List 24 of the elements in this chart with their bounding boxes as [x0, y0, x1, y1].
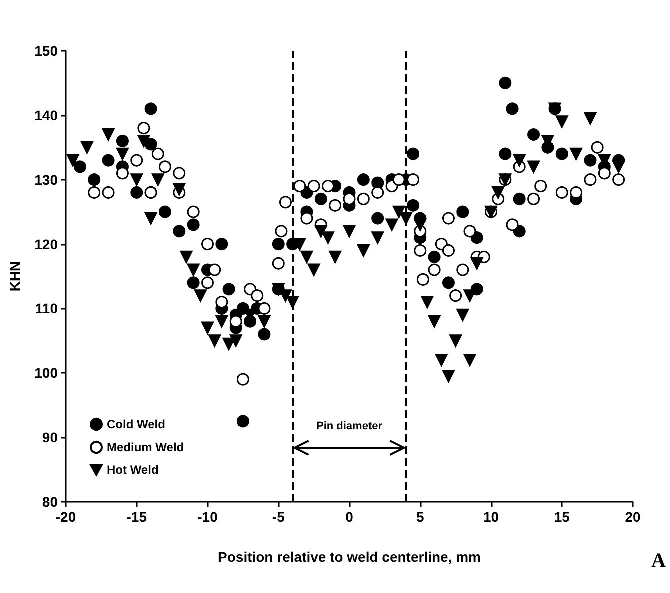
x-tick-label: 0	[346, 509, 354, 525]
x-tick-label: 20	[625, 509, 641, 525]
legend-label: Cold Weld	[107, 418, 166, 432]
x-tick-label: 10	[483, 509, 500, 525]
annotation: Pin diameter	[316, 420, 384, 432]
x-tick-label: -20	[56, 509, 76, 525]
x-axis-title: Position relative to weld centerline, mm	[218, 549, 481, 565]
text: A	[652, 550, 667, 572]
y-axis-title: KHN	[7, 261, 23, 292]
y-tick-label: 120	[34, 236, 58, 252]
x-tick-label: -15	[126, 509, 148, 525]
y-tick-label: 150	[34, 43, 58, 59]
x-tick-label: -5	[272, 509, 286, 525]
y-tick-label: 110	[35, 300, 58, 317]
legend-label: Medium Weld	[107, 440, 184, 454]
x-tick-label: 15	[554, 509, 570, 525]
x-tick-label: -10	[198, 509, 218, 525]
legend-label: Hot Weld	[107, 463, 159, 477]
y-tick-label: 100	[34, 365, 58, 382]
y-tick-label: 90	[42, 430, 58, 446]
y-tick-label: 140	[34, 107, 58, 124]
y-tick-label: 80	[42, 494, 58, 510]
x-tick-label: 5	[416, 509, 424, 525]
y-tick-label: 130	[34, 172, 58, 188]
